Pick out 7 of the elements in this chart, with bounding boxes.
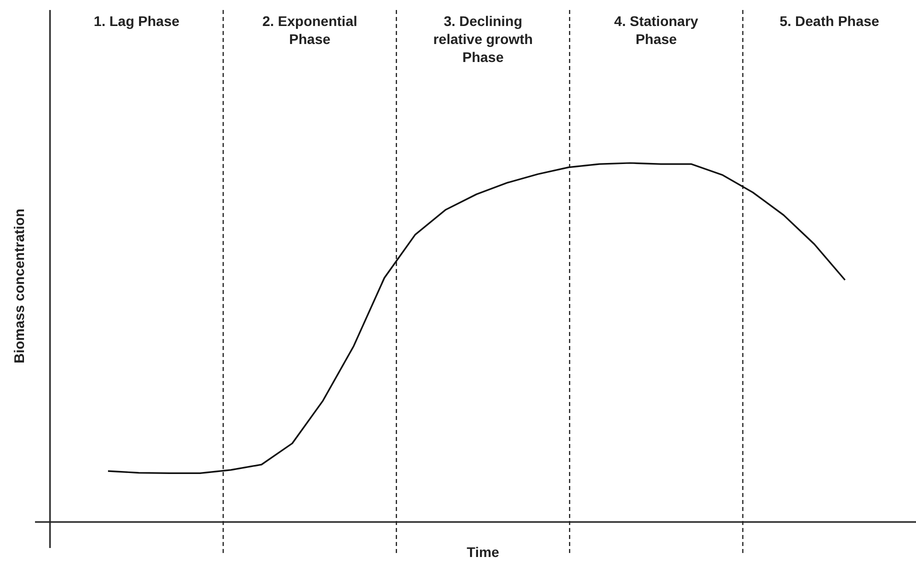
text: 2. Exponential Phase (262, 13, 358, 47)
text: 1. Lag Phase (94, 13, 180, 29)
text: 5. Death Phase (780, 13, 880, 29)
y-axis-title: Biomass concentration (11, 208, 27, 364)
text: 3. Declining relative growth Phase (433, 13, 533, 65)
x-axis-title: Time (466, 544, 500, 560)
text: 4. Stationary Phase (614, 13, 698, 47)
